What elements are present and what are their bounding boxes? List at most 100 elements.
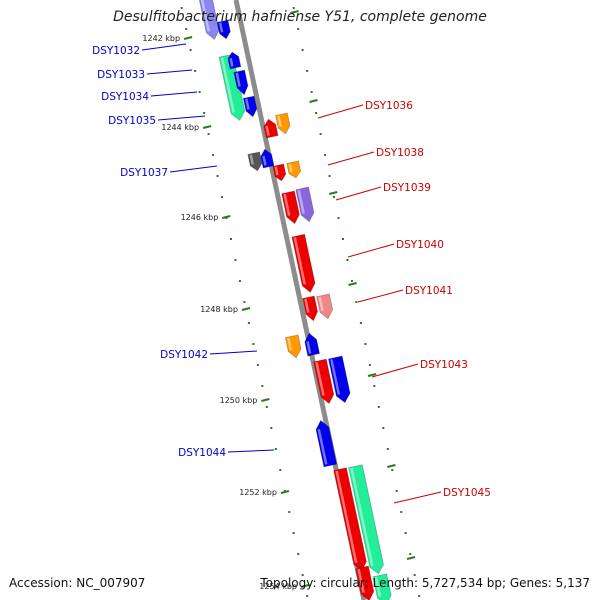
leader-line <box>227 449 275 453</box>
tick-mark <box>367 373 377 377</box>
gene-dsy1043b[interactable] <box>327 355 351 404</box>
guide-dot-right <box>324 154 327 156</box>
gene-dsy1039[interactable] <box>281 190 301 225</box>
gene-dsy1037b-arrow <box>260 148 275 169</box>
guide-dot-left <box>207 133 210 135</box>
leader-line <box>317 104 364 119</box>
gene-label-left[interactable]: DSY1035 <box>108 115 156 127</box>
gene-dsy1040[interactable] <box>291 233 317 293</box>
tick-mark <box>290 10 299 14</box>
gene-dsy1031-shine <box>197 0 211 32</box>
gene-dsy1046[interactable] <box>355 565 376 600</box>
guide-dot-right <box>400 511 403 513</box>
gene-dsy1042b-arrow <box>304 332 321 357</box>
guide-dot-right <box>391 469 394 471</box>
guide-dot-right <box>328 175 331 177</box>
tick-label: 1246 kbp <box>181 213 219 222</box>
gene-dsy1035-arrow <box>242 95 258 118</box>
gene-dsy1034[interactable] <box>233 69 250 96</box>
gene-label-left[interactable]: DSY1034 <box>101 91 149 103</box>
tick-mark <box>300 584 310 588</box>
guide-dot-left <box>292 532 295 534</box>
gene-dsy1033b[interactable] <box>227 51 242 70</box>
leader-line <box>157 115 206 121</box>
gene-dsy1031[interactable] <box>195 0 220 41</box>
gene-dsy1038b-shine <box>288 163 293 173</box>
gene-dsy1046b[interactable] <box>372 573 393 600</box>
leader-line <box>327 151 375 166</box>
gene-label-left[interactable]: DSY1037 <box>120 167 168 179</box>
gene-label-right[interactable]: DSY1041 <box>405 285 453 297</box>
gene-dsy1033b-shine <box>229 57 234 67</box>
guide-dot-left <box>194 70 197 72</box>
gene-label-left[interactable]: DSY1033 <box>97 69 145 81</box>
gene-dsy1033[interactable] <box>218 53 246 121</box>
gene-label-left[interactable]: DSY1042 <box>160 349 208 361</box>
gene-dsy1037b[interactable] <box>259 148 275 169</box>
map-title: Desulfitobacterium hafniense Y51, comple… <box>113 9 487 25</box>
gene-dsy1043b-shine <box>330 359 341 395</box>
gene-dsy1032[interactable] <box>216 19 232 40</box>
guide-dot-left <box>297 553 300 555</box>
gene-dsy1037[interactable] <box>247 151 263 172</box>
guide-dot-left <box>243 301 246 303</box>
gene-dsy1036-shine <box>265 125 270 136</box>
gene-dsy1041[interactable] <box>302 295 320 322</box>
gene-dsy1045[interactable] <box>333 467 368 572</box>
gene-dsy1037-shine <box>249 154 254 165</box>
gene-dsy1039b-arrow <box>295 186 315 223</box>
gene-label-left[interactable]: DSY1044 <box>178 447 226 459</box>
guide-dot-right <box>382 427 385 429</box>
gene-dsy1040-arrow <box>291 233 316 293</box>
gene-label-right[interactable]: DSY1038 <box>376 147 424 159</box>
gene-label-right[interactable]: DSY1036 <box>365 100 413 112</box>
gene-dsy1044-arrow <box>315 419 338 468</box>
tick-label: 1250 kbp <box>220 396 258 405</box>
leader-line <box>146 69 193 75</box>
tick-mark <box>348 282 357 286</box>
guide-dot-left <box>256 364 259 366</box>
gene-dsy1038[interactable] <box>272 163 287 182</box>
guide-dot-right <box>386 448 389 450</box>
gene-label-right[interactable]: DSY1039 <box>383 182 431 194</box>
gene-dsy1045b[interactable] <box>348 464 386 576</box>
tick-mark <box>261 398 270 402</box>
gene-dsy1042b[interactable] <box>303 332 321 357</box>
gene-dsy1043[interactable] <box>313 358 336 405</box>
gene-dsy1035[interactable] <box>242 95 258 118</box>
tick-label: 1244 kbp <box>161 123 199 132</box>
gene-dsy1041b-arrow <box>316 293 334 320</box>
guide-dot-right <box>333 196 336 198</box>
gene-dsy1039b[interactable] <box>295 186 316 223</box>
gene-dsy1045-shine <box>335 470 358 564</box>
guide-dot-right <box>292 7 295 9</box>
gene-dsy1042[interactable] <box>284 334 302 359</box>
guide-dot-left <box>252 343 255 345</box>
guide-dot-right <box>395 490 398 492</box>
gene-dsy1044-shine <box>317 428 328 465</box>
guide-dot-right <box>350 280 353 282</box>
gene-dsy1039-shine <box>283 193 291 216</box>
gene-dsy1036b[interactable] <box>275 112 292 135</box>
guide-dot-left <box>198 91 201 93</box>
guide-dot-left <box>288 511 291 513</box>
gene-dsy1044[interactable] <box>314 419 338 468</box>
gene-dsy1041b[interactable] <box>316 293 335 320</box>
guide-dot-right <box>310 91 313 93</box>
guide-dot-right <box>368 364 371 366</box>
guide-dot-left <box>212 154 215 156</box>
gene-dsy1036[interactable] <box>263 118 279 139</box>
gene-label-left[interactable]: DSY1032 <box>92 45 140 57</box>
tick-mark <box>406 556 416 560</box>
gene-label-right[interactable]: DSY1040 <box>396 239 444 251</box>
guide-dot-right <box>373 385 376 387</box>
gene-dsy1039b-shine <box>297 189 305 214</box>
gene-dsy1033-arrow <box>218 53 246 121</box>
gene-label-right[interactable]: DSY1045 <box>443 487 491 499</box>
gene-dsy1038b[interactable] <box>286 160 302 179</box>
gene-label-right[interactable]: DSY1043 <box>420 359 468 371</box>
leader-line <box>357 289 404 303</box>
guide-dot-right <box>337 217 340 219</box>
tick-mark <box>387 464 396 468</box>
